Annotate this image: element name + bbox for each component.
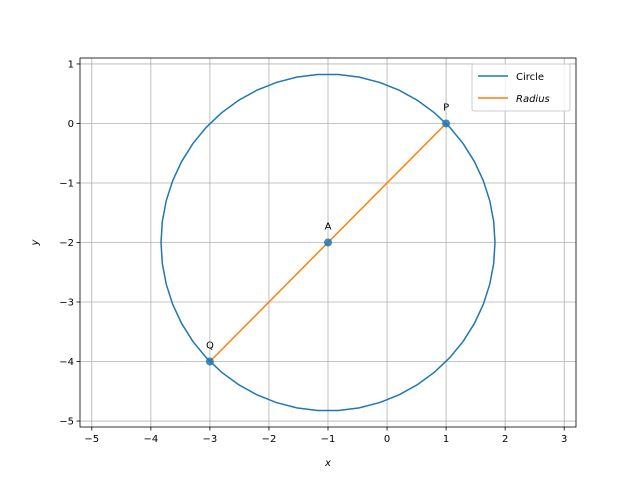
point-label-p: P bbox=[443, 102, 449, 113]
x-tick-label: −3 bbox=[203, 434, 218, 445]
legend: Circle Radius bbox=[471, 63, 571, 112]
y-tick-label: −3 bbox=[59, 298, 74, 309]
y-tick-label: −4 bbox=[59, 357, 74, 368]
x-tick-label: −5 bbox=[84, 434, 99, 445]
axes: −5 −4 −3 −2 −1 0 1 2 3 −5 −4 −3 −2 −1 0 1 bbox=[59, 57, 577, 445]
y-tick-label: −5 bbox=[59, 417, 74, 428]
x-tick-label: −1 bbox=[321, 434, 336, 445]
x-tick-label: −2 bbox=[262, 434, 277, 445]
point-marker-p bbox=[442, 119, 451, 128]
x-tick-label: 2 bbox=[502, 434, 508, 445]
x-tick-label: 3 bbox=[561, 434, 567, 445]
axes-frame bbox=[79, 57, 577, 428]
legend-label-radius: Radius bbox=[516, 94, 550, 105]
legend-label-circle: Circle bbox=[516, 72, 544, 83]
x-tick-label: −4 bbox=[143, 434, 158, 445]
circle-series bbox=[160, 73, 496, 412]
point-label-a: A bbox=[325, 222, 332, 233]
x-tick-label: 1 bbox=[443, 434, 449, 445]
y-tick-label: −1 bbox=[59, 178, 74, 189]
y-tick-label: −2 bbox=[59, 238, 74, 249]
y-axis-label: y bbox=[30, 238, 41, 246]
y-tick-label: 0 bbox=[68, 119, 74, 130]
point-marker-q bbox=[205, 357, 214, 366]
plot-data: A P Q bbox=[160, 73, 496, 412]
x-tick-label: 0 bbox=[384, 434, 390, 445]
point-label-q: Q bbox=[206, 341, 214, 352]
y-tick-label: 1 bbox=[68, 59, 74, 70]
point-marker-a bbox=[324, 238, 332, 247]
x-axis-label: x bbox=[324, 458, 331, 469]
